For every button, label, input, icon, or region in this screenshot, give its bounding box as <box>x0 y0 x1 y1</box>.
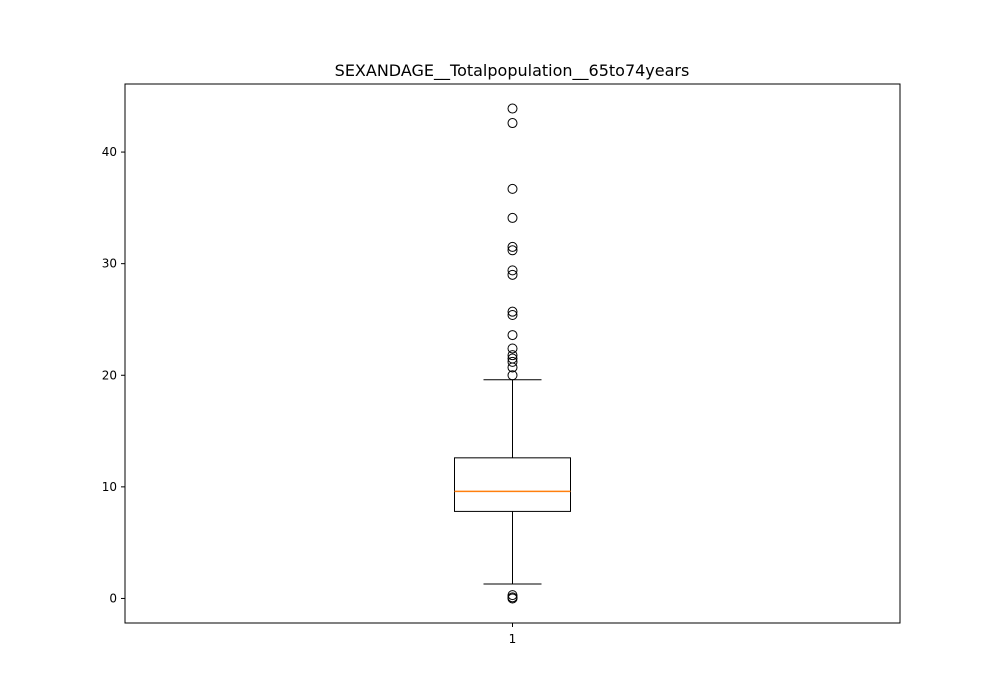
outlier-point <box>507 212 518 223</box>
outlier-point <box>507 183 518 194</box>
y-tick-label: 30 <box>102 257 117 271</box>
outlier-point <box>507 269 518 280</box>
outlier-point <box>507 330 518 341</box>
y-axis: 0 10 20 30 40 <box>102 145 125 605</box>
outlier-point <box>507 356 518 367</box>
outlier-point <box>507 343 518 354</box>
outlier-point <box>507 370 518 381</box>
y-tick-label: 40 <box>102 145 117 159</box>
y-tick-label: 0 <box>109 591 117 605</box>
outlier-point <box>507 118 518 129</box>
x-axis: 1 <box>509 623 517 646</box>
outlier-point <box>507 353 518 364</box>
x-tick-label: 1 <box>509 632 517 646</box>
outlier-point <box>507 350 518 361</box>
outlier-point <box>507 592 518 603</box>
outlier-point <box>507 590 518 601</box>
outlier-point <box>507 310 518 320</box>
outlier-point <box>507 245 518 256</box>
box-group <box>454 379 571 585</box>
y-tick-label: 10 <box>102 480 117 494</box>
outlier-point <box>507 241 518 252</box>
iqr-box <box>454 457 571 512</box>
outlier-point <box>507 306 518 317</box>
chart-title: SEXANDAGE__Totalpopulation__65to74years <box>335 61 690 81</box>
outlier-point <box>507 265 518 276</box>
outlier-group <box>507 103 518 604</box>
y-tick-label: 20 <box>102 368 117 382</box>
outlier-point <box>507 103 518 114</box>
